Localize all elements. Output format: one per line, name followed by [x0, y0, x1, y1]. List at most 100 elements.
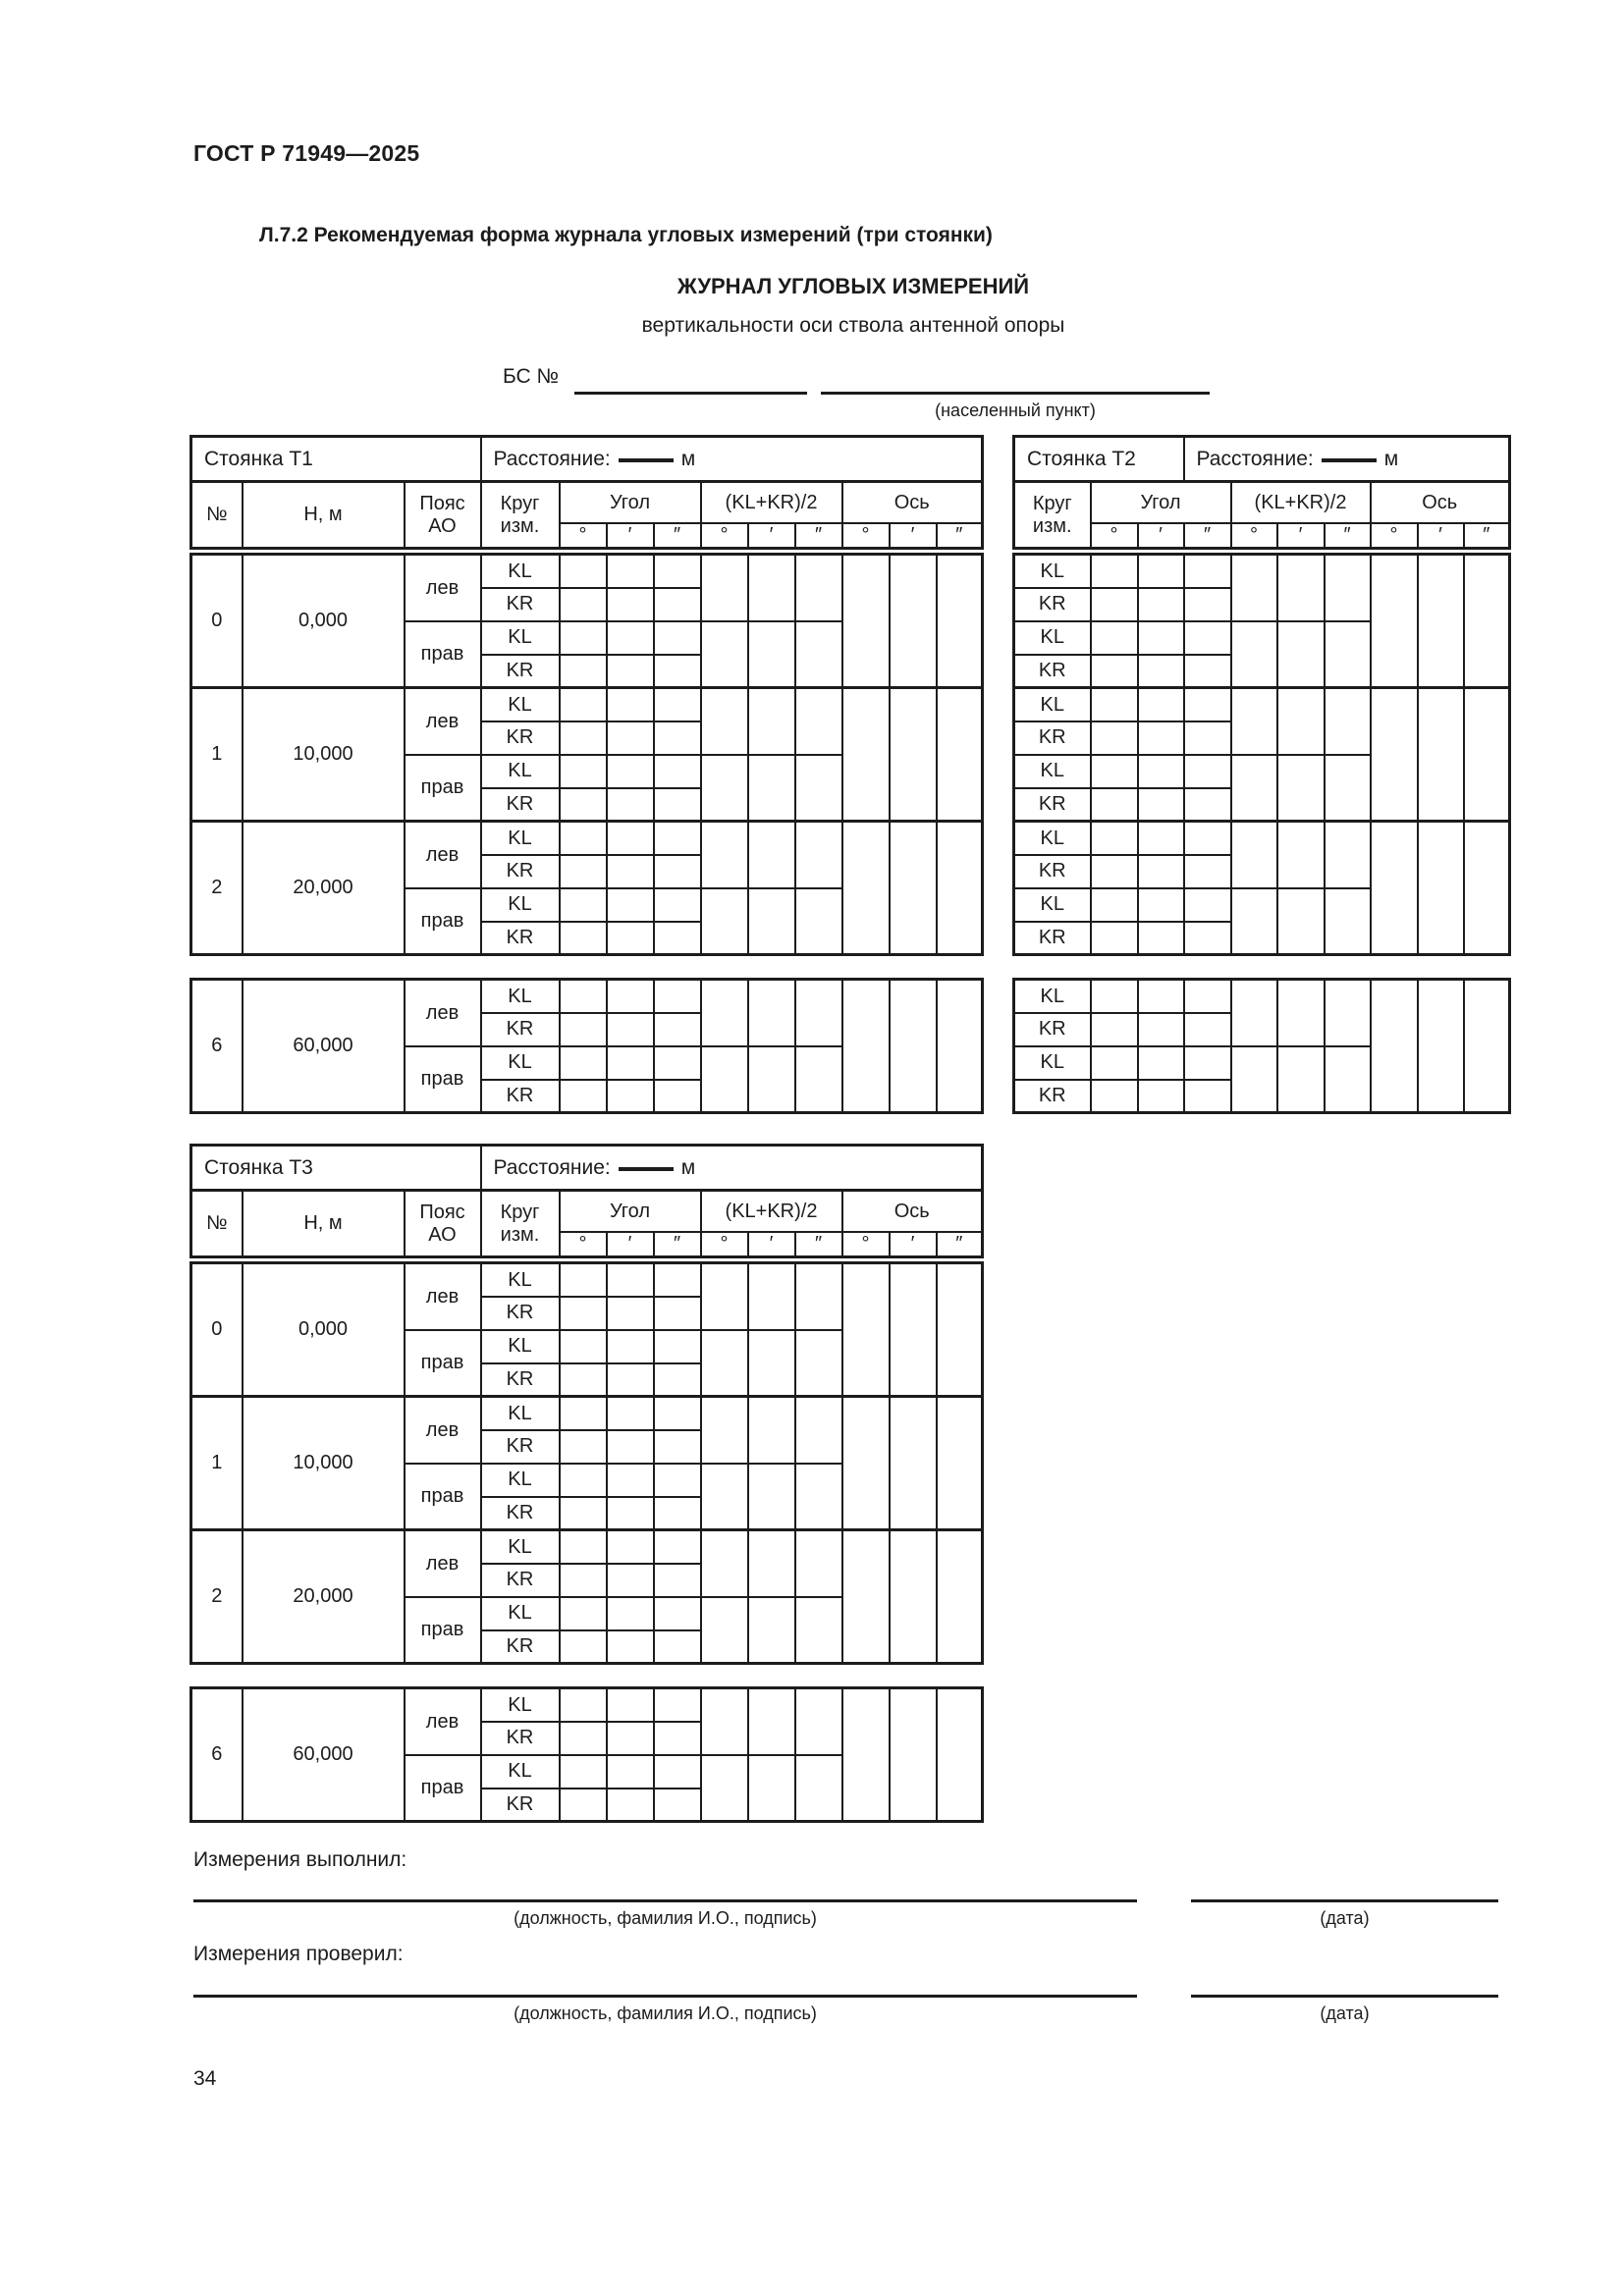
- measurement-row: KR: [1012, 586, 1510, 622]
- cell-klkr-min: [746, 1395, 796, 1465]
- circle-kl: KL: [1012, 686, 1092, 722]
- circle-kr: KR: [479, 586, 561, 622]
- cell-angle-deg: [558, 886, 608, 923]
- station-t3-extra-table: 6 60,000 лев KL KR прав KL KR: [189, 1686, 984, 1823]
- measurement-row: KR: [1012, 720, 1510, 756]
- cell-klkr-sec: [793, 886, 843, 956]
- cell-angle-min: [605, 1078, 655, 1114]
- distance-cell: Расстояние: м: [479, 435, 984, 483]
- measurement-row: KR: [191, 1295, 983, 1331]
- circle-kr: KR: [479, 1011, 561, 1047]
- cell-angle-deg: [1089, 853, 1139, 889]
- cell-klkr-min: [1275, 1044, 1326, 1114]
- cell-angle-deg: [558, 1562, 608, 1598]
- cell-axis-sec: [935, 1261, 984, 1398]
- cell-klkr-sec: [793, 686, 843, 756]
- circle-kr: KR: [479, 1629, 561, 1665]
- height-value: 60,000: [241, 1686, 406, 1823]
- distance-blank-line: [618, 1165, 674, 1171]
- cell-angle-deg: [558, 686, 608, 722]
- cell-angle-min: [605, 586, 655, 622]
- cell-axis-sec: [935, 686, 984, 823]
- distance-cell: Расстояние: м: [1182, 435, 1511, 483]
- cell-angle-deg: [1089, 786, 1139, 823]
- belt-side-left: лев: [403, 1261, 482, 1331]
- cell-angle-deg: [558, 619, 608, 656]
- belt-side-right: прав: [403, 1595, 482, 1665]
- cell-klkr-deg: [699, 1686, 749, 1756]
- station-t2-body: KL KR KL KR KL KR KL KR KL KR KL KR: [1012, 553, 1511, 956]
- cell-klkr-deg: [699, 553, 749, 622]
- cell-angle-min: [1136, 820, 1185, 856]
- belt-side-right: прав: [403, 619, 482, 689]
- cell-angle-deg: [558, 553, 608, 589]
- cell-angle-sec: [652, 1328, 702, 1364]
- cell-angle-deg: [1089, 753, 1139, 789]
- cell-angle-sec: [652, 686, 702, 722]
- cell-angle-deg: [558, 920, 608, 956]
- cell-angle-sec: [1182, 553, 1232, 589]
- measurement-row: KR: [191, 1078, 983, 1114]
- page-subtitle: вертикальности оси ствола антенной опоры: [641, 314, 1065, 337]
- measurement-row: KR: [191, 1562, 983, 1598]
- cell-axis-deg: [1369, 553, 1419, 689]
- cell-axis-deg: [1369, 686, 1419, 823]
- cell-angle-min: [605, 820, 655, 856]
- cell-klkr-deg: [699, 619, 749, 689]
- cell-klkr-deg: [699, 1528, 749, 1598]
- row-number: 1: [189, 686, 244, 823]
- cell-angle-min: [605, 1395, 655, 1431]
- col-belt: Пояс АО: [403, 1189, 482, 1258]
- cell-axis-min: [888, 553, 938, 689]
- circle-kr: KR: [1012, 720, 1092, 756]
- cell-angle-min: [605, 1787, 655, 1823]
- circle-kl: KL: [479, 1395, 561, 1431]
- cell-angle-deg: [558, 720, 608, 756]
- cell-axis-deg: [840, 686, 891, 823]
- distance-label: Расстояние:: [1196, 447, 1314, 470]
- unit-sec: ″: [652, 1230, 702, 1258]
- cell-klkr-min: [1275, 820, 1326, 889]
- cell-axis-sec: [935, 1686, 984, 1823]
- cell-angle-deg: [558, 1328, 608, 1364]
- cell-axis-deg: [840, 1686, 891, 1823]
- belt-side-right: прав: [403, 1462, 482, 1531]
- cell-angle-sec: [652, 653, 702, 689]
- cell-angle-sec: [1182, 920, 1232, 956]
- cell-angle-min: [1136, 786, 1185, 823]
- page-number: 34: [193, 2067, 217, 2090]
- col-klkr: (KL+KR)/2: [699, 1189, 843, 1233]
- cell-angle-sec: [652, 1261, 702, 1298]
- cell-angle-min: [605, 920, 655, 956]
- cell-angle-sec: [1182, 1011, 1232, 1047]
- unit-sec: ″: [1182, 521, 1232, 550]
- col-no: №: [189, 480, 244, 550]
- measurement-row: KR: [191, 1787, 983, 1823]
- circle-kl: KL: [1012, 753, 1092, 789]
- col-height: Н, м: [241, 480, 406, 550]
- cell-angle-sec: [652, 619, 702, 656]
- cell-angle-sec: [1182, 978, 1232, 1014]
- circle-kr: KR: [479, 1295, 561, 1331]
- station-t2-extra-table: KL KR KL KR: [1012, 978, 1511, 1114]
- cell-klkr-sec: [793, 1528, 843, 1598]
- cell-klkr-deg: [1229, 820, 1278, 889]
- measurement-row: 2 20,000 лев KL: [189, 1528, 984, 1665]
- cell-angle-deg: [558, 1078, 608, 1114]
- measurement-row: прав KL: [191, 1044, 983, 1114]
- measurement-row: 1 10,000 лев KL: [189, 686, 984, 823]
- unit-min: ′: [605, 521, 655, 550]
- belt-side-right: прав: [403, 1328, 482, 1398]
- unit-deg: °: [840, 521, 891, 550]
- cell-angle-min: [1136, 886, 1185, 923]
- cell-klkr-min: [746, 1595, 796, 1665]
- bs-number-label: БС №: [503, 365, 560, 388]
- measurement-row: KR: [191, 1428, 983, 1465]
- cell-angle-deg: [1089, 686, 1139, 722]
- unit-min: ′: [1136, 521, 1185, 550]
- cell-klkr-min: [746, 1753, 796, 1823]
- cell-angle-deg: [558, 820, 608, 856]
- measurement-row: прав KL: [191, 753, 983, 823]
- cell-angle-sec: [652, 853, 702, 889]
- page-title: ЖУРНАЛ УГЛОВЫХ ИЗМЕРЕНИЙ: [677, 274, 1030, 298]
